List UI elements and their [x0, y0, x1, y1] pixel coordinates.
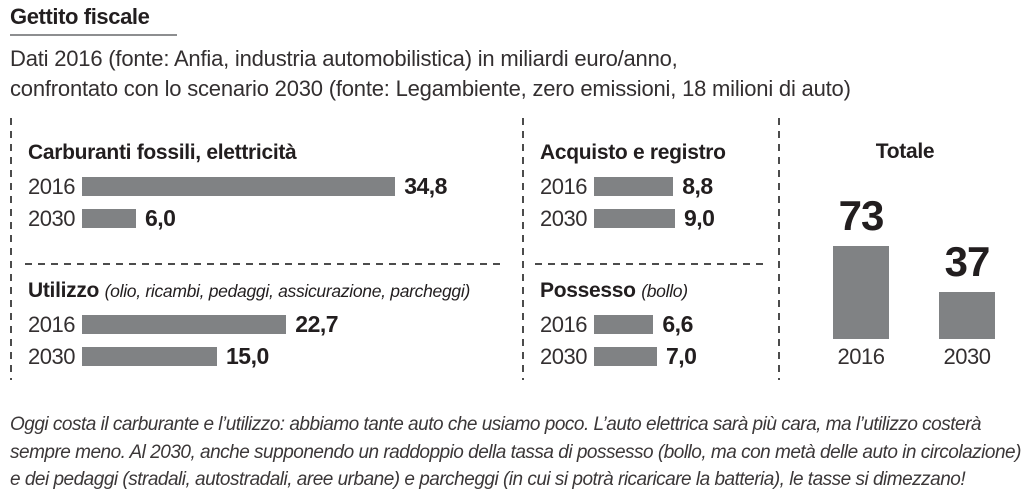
panel-utilizzo: Utilizzo (olio, ricambi, pedaggi, assicu…: [28, 278, 470, 369]
panel-title-text: Carburanti fossili, elettricità: [28, 141, 297, 164]
subtitle: Dati 2016 (fonte: Anfia, industria autom…: [10, 44, 1020, 104]
panel-acquisto: Acquisto e registro 2016 8,8 2030 9,0: [540, 140, 726, 231]
subtitle-line-2: confrontato con lo scenario 2030 (fonte:…: [10, 76, 851, 101]
year-label: 2030: [540, 205, 587, 231]
panel-acquisto-rows: 2016 8,8 2030 9,0: [540, 173, 726, 231]
dashed-divider-horizontal-middle: [535, 263, 768, 265]
bar-row-2030: 2030 9,0: [540, 205, 726, 231]
value-bar: [82, 209, 136, 228]
footer-caption: Oggi costa il carburante e l’utilizzo: a…: [10, 414, 1021, 490]
page-title: Gettito fiscale: [10, 4, 178, 36]
totale-value-bar: [939, 292, 995, 339]
totale-year-label: 2030: [943, 344, 991, 369]
bar-row-2016: 2016 22,7: [28, 311, 470, 337]
panel-utilizzo-title: Utilizzo (olio, ricambi, pedaggi, assicu…: [28, 278, 470, 304]
bar-row-2016: 2016 34,8: [28, 173, 447, 199]
value-label: 6,0: [145, 205, 176, 231]
value-bar: [594, 315, 654, 334]
year-label: 2016: [28, 173, 75, 199]
year-label: 2016: [28, 311, 75, 337]
value-label: 22,7: [295, 311, 339, 337]
value-label: 9,0: [684, 205, 715, 231]
panel-possesso-rows: 2016 6,6 2030 7,0: [540, 311, 697, 369]
totale-value-label: 37: [944, 238, 991, 286]
panel-acquisto-title: Acquisto e registro: [540, 140, 726, 166]
panel-title-note: (olio, ricambi, pedaggi, assicurazione, …: [104, 281, 471, 301]
totale-group-2016: 73 2016: [830, 195, 892, 370]
panel-carburanti: Carburanti fossili, elettricità 2016 34,…: [28, 140, 447, 231]
infographic-gettito-fiscale: { "header": { "title": "Gettito fiscale"…: [0, 4, 1024, 490]
panel-title-text: Utilizzo: [28, 279, 100, 302]
panel-carburanti-title: Carburanti fossili, elettricità: [28, 140, 447, 166]
panel-possesso: Possesso (bollo) 2016 6,6 2030 7,0: [540, 278, 697, 369]
value-bar: [82, 177, 396, 196]
value-bar: [82, 315, 287, 334]
bar-row-2016: 2016 8,8: [540, 173, 726, 199]
value-bar: [594, 177, 674, 196]
bar-row-2030: 2030 6,0: [28, 205, 447, 231]
totale-group-2030: 37 2030: [936, 241, 998, 370]
year-label: 2030: [28, 205, 75, 231]
panel-title-text: Acquisto e registro: [540, 141, 726, 164]
panel-title-text: Possesso: [540, 279, 636, 302]
panel-utilizzo-rows: 2016 22,7 2030 15,0: [28, 311, 470, 369]
totale-value-label: 73: [838, 192, 885, 240]
totale-year-label: 2016: [837, 344, 885, 369]
panel-carburanti-rows: 2016 34,8 2030 6,0: [28, 173, 447, 231]
totale-value-bar: [833, 246, 889, 339]
bar-row-2030: 2030 15,0: [28, 343, 470, 369]
value-label: 15,0: [226, 343, 269, 369]
value-bar: [594, 347, 657, 366]
value-label: 6,6: [662, 311, 693, 337]
chart-band: Carburanti fossili, elettricità 2016 34,…: [0, 118, 1024, 382]
value-bar: [82, 347, 217, 366]
value-label: 8,8: [682, 173, 713, 199]
panel-title-note: (bollo): [641, 281, 688, 301]
dashed-divider-vertical-middle: [522, 118, 524, 380]
year-label: 2016: [540, 173, 587, 199]
year-label: 2016: [540, 311, 587, 337]
bar-row-2030: 2030 7,0: [540, 343, 697, 369]
panel-possesso-title: Possesso (bollo): [540, 278, 696, 304]
value-label: 7,0: [666, 343, 697, 369]
year-label: 2030: [540, 343, 587, 369]
dashed-divider-vertical-left: [10, 118, 12, 380]
year-label: 2030: [28, 343, 75, 369]
value-bar: [594, 209, 675, 228]
panel-totale-title: Totale: [875, 140, 935, 163]
bar-row-2016: 2016 6,6: [540, 311, 696, 337]
dashed-divider-vertical-right: [778, 118, 780, 380]
subtitle-line-1: Dati 2016 (fonte: Anfia, industria autom…: [10, 46, 678, 71]
value-label: 34,8: [404, 173, 447, 199]
dashed-divider-horizontal-left: [25, 263, 503, 265]
